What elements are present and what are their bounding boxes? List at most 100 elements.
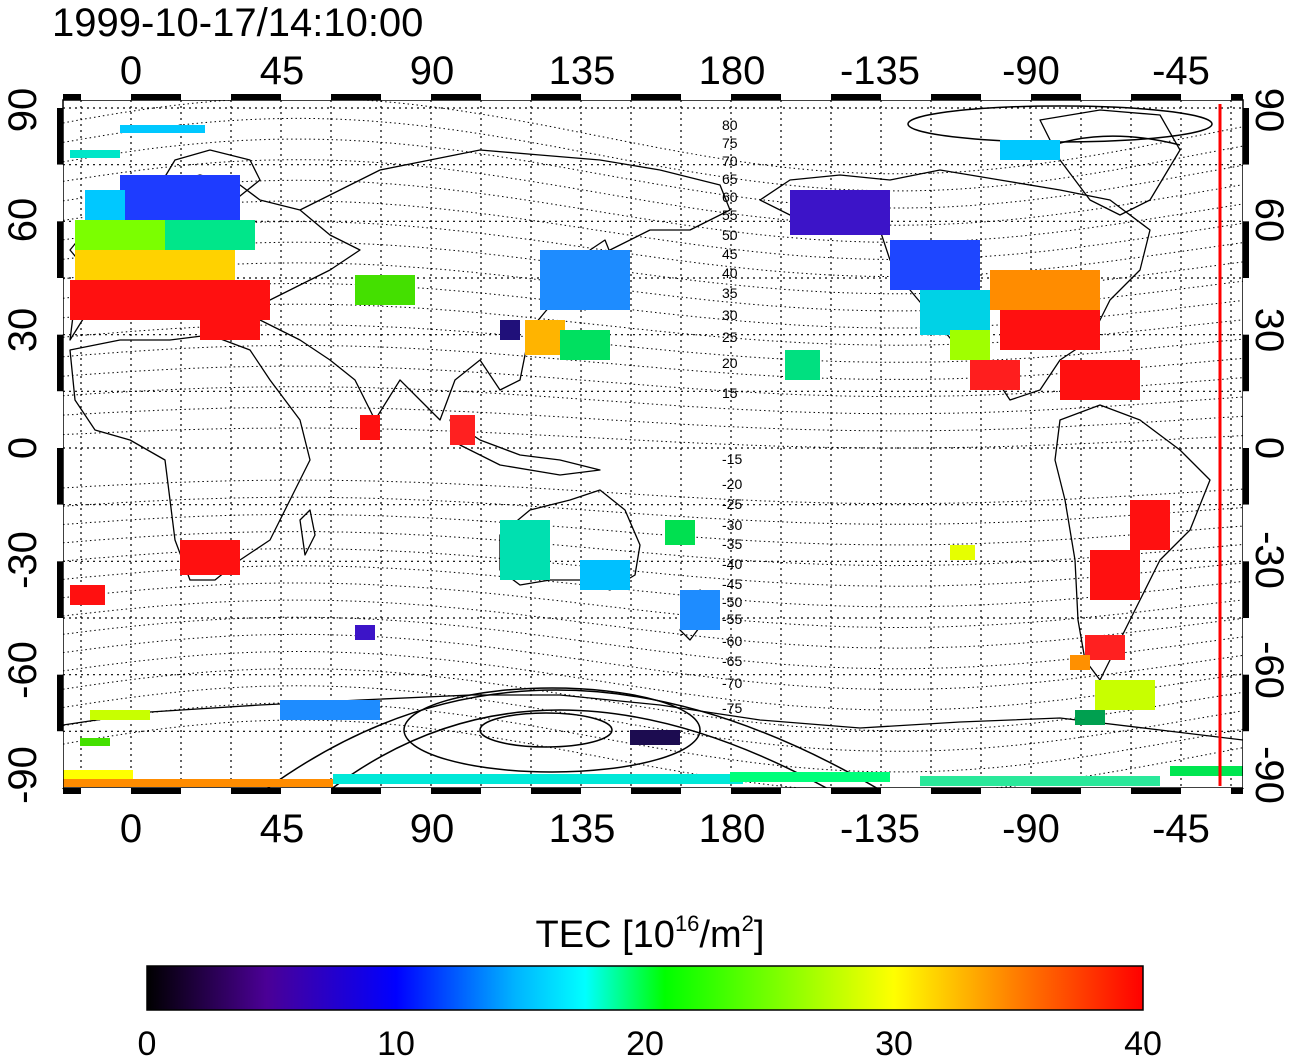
left-lat-tick: -60 (1, 641, 45, 699)
right-lat-tick: 30 (1247, 308, 1291, 353)
bottom-lon-tick: -90 (1002, 807, 1060, 851)
left-lat-tick: -90 (1, 746, 45, 804)
frame-tick-bar (1243, 674, 1249, 732)
mag-lat-contour (63, 117, 1243, 192)
left-lat-labels: 90 60 30 0 -30 -60 -90 (1, 88, 45, 804)
mag-lat-label: 30 (722, 307, 738, 323)
frame-tick-bar (481, 94, 531, 100)
mag-lat-contour (63, 386, 1243, 415)
mag-lat-label: 40 (722, 265, 738, 281)
tec-data-patches (63, 125, 1243, 787)
frame-tick-bar (57, 391, 63, 448)
frame-tick-bar (431, 94, 481, 100)
left-lat-tick: 0 (1, 437, 45, 459)
colorbar-tick: 10 (377, 1025, 415, 1057)
colorbar: TEC [1016/m2] 0 10 20 30 40 (138, 911, 1162, 1057)
mag-lat-label: 25 (722, 329, 738, 345)
frame-tick-bar (781, 788, 831, 794)
bottom-lon-tick: 45 (260, 807, 305, 851)
frame-tick-bar (831, 788, 881, 794)
mag-lat-label: -25 (722, 496, 742, 512)
mag-lat-label: -20 (722, 476, 742, 492)
tec-patch (80, 738, 110, 746)
mag-lat-contour (63, 513, 1243, 546)
mag-lat-label: 20 (722, 355, 738, 371)
antarctica-coastline (63, 694, 1243, 741)
top-lon-tick: 90 (410, 49, 455, 93)
mag-lat-contour (63, 702, 1243, 773)
south-polar-contour (479, 712, 613, 748)
south-polar-contour (403, 687, 701, 773)
mag-lat-contour (63, 685, 1243, 752)
frame-tick-bar (57, 164, 63, 222)
tec-patch (333, 774, 743, 784)
right-lat-tick: 90 (1247, 88, 1291, 133)
frame-tick-bar (1231, 94, 1243, 100)
mag-lat-label: -35 (722, 536, 742, 552)
tec-patch (525, 320, 565, 355)
bottom-lon-tick: 90 (410, 807, 455, 851)
tec-patch (1130, 500, 1170, 550)
tec-patch (280, 700, 380, 720)
frame-tick-bar (731, 788, 781, 794)
colorbar-label-main: TEC [10 (536, 914, 675, 956)
tec-patch (90, 710, 150, 720)
tec-patch (180, 540, 240, 575)
tec-patch (1000, 310, 1100, 350)
mag-lat-label: 70 (722, 153, 738, 169)
frame-tick-bar (181, 94, 231, 100)
left-lat-tick: 90 (1, 88, 45, 133)
left-lat-tick: -30 (1, 531, 45, 589)
colorbar-ticks: 0 10 20 30 40 (138, 1025, 1162, 1057)
frame-tick-bar (281, 788, 331, 794)
mag-lat-label: 50 (722, 227, 738, 243)
frame-tick-bar (1081, 788, 1131, 794)
south-america-coastline (1054, 404, 1211, 681)
mag-lat-label: 65 (722, 171, 738, 187)
mag-lat-label: 60 (722, 189, 738, 205)
mag-lat-label: 35 (722, 285, 738, 301)
top-lon-tick: 180 (699, 49, 766, 93)
frame-tick-bar (1243, 561, 1249, 618)
right-lat-tick: 60 (1247, 198, 1291, 243)
tec-patch (785, 350, 820, 380)
tec-patch (120, 125, 205, 133)
frame-tick-bar (57, 221, 63, 278)
mag-lat-contour (63, 496, 1243, 525)
frame-tick-bar (1181, 94, 1231, 100)
frame-tick-bar (57, 561, 63, 618)
frame-tick-bar (181, 788, 231, 794)
right-lat-tick: -90 (1247, 746, 1291, 804)
mag-lat-contour (63, 159, 1243, 226)
frame-tick-bar (981, 788, 1031, 794)
frame-tick-bar (57, 731, 63, 788)
frame-tick-bar (581, 788, 631, 794)
map-title: 1999-10-17/14:10:00 (52, 1, 423, 45)
tec-patch (1070, 655, 1090, 670)
mag-lat-label: -15 (722, 451, 742, 467)
frame-tick-bar (57, 448, 63, 505)
colorbar-label-unit: /m (699, 914, 741, 956)
frame-tick-bar (1243, 391, 1249, 448)
frame-tick-bar (1243, 221, 1249, 278)
frame-tick-bar (57, 334, 63, 392)
right-lat-labels: 90 60 30 0 -30 -60 -90 (1247, 88, 1291, 804)
frame-tick-bar (1181, 788, 1231, 794)
frame-tick-bar (231, 788, 281, 794)
south-polar-contour (331, 709, 828, 788)
frame-tick-bar (881, 788, 931, 794)
frame-tick-bar (57, 278, 63, 335)
tec-patch (890, 240, 980, 290)
frame-tick-bar (931, 94, 981, 100)
top-lon-labels: 0 45 90 135 180 -135 -90 -45 (120, 49, 1210, 93)
bottom-lon-tick: -135 (840, 807, 920, 851)
frame-tick-bar (1131, 788, 1181, 794)
frame-tick-bar (1031, 94, 1081, 100)
mag-lat-label: -45 (722, 576, 742, 592)
tec-patch (200, 300, 260, 340)
mag-lat-contour (63, 100, 1243, 175)
madagascar-coastline (299, 509, 316, 556)
frame-tick-bar (57, 618, 63, 675)
tec-patch (70, 150, 120, 158)
